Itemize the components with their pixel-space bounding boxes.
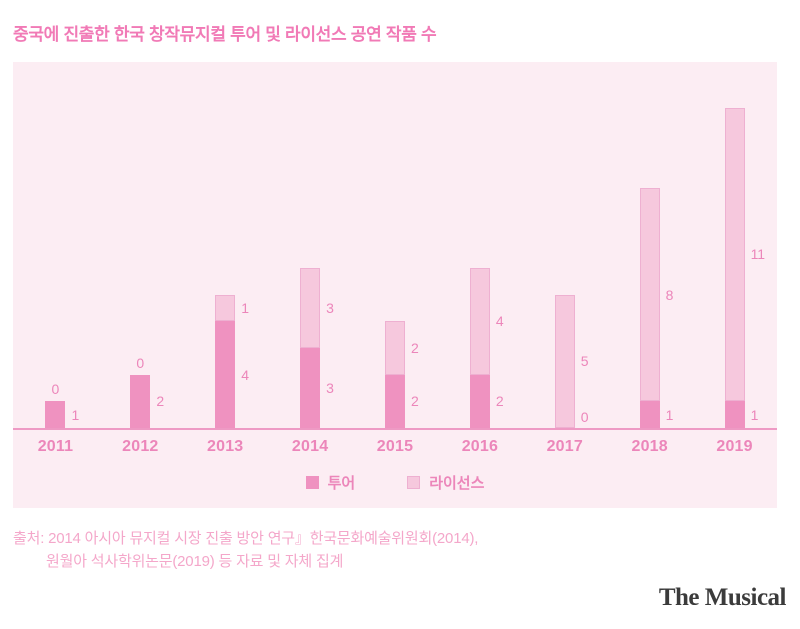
legend-label-tour: 투어 xyxy=(327,475,356,492)
source-note: 출처: 2014 아시아 뮤지컬 시장 진출 방안 연구』한국문화예술위원회(2… xyxy=(13,527,478,573)
bar-group-2019: 1 11 xyxy=(692,62,777,428)
year-label-2019: 2019 xyxy=(716,438,753,455)
tour-segment xyxy=(469,374,490,428)
year-label-2015: 2015 xyxy=(376,438,414,455)
legend-label-license: 라이선스 xyxy=(429,475,485,492)
legend-item-tour: 투어 xyxy=(305,472,356,493)
tour-value-label: 4 xyxy=(241,366,250,383)
tour-value-label: 0 xyxy=(580,409,589,425)
tour-swatch-icon xyxy=(305,476,319,489)
year-label-2012: 2012 xyxy=(122,438,159,455)
tour-segment xyxy=(300,347,321,428)
license-value-label: 8 xyxy=(665,286,674,303)
source-line-1: 출처: 2014 아시아 뮤지컬 시장 진출 방안 연구』한국문화예술위원회(2… xyxy=(13,530,479,547)
tour-segment xyxy=(724,401,745,428)
year-label-2016: 2016 xyxy=(461,438,499,455)
tour-value-label: 3 xyxy=(326,379,334,396)
plot-area: 1 0 2 0 4 1 3 3 2 2 2 4 0 5 1 8 1 11 xyxy=(13,62,777,428)
tour-segment xyxy=(45,401,66,428)
license-value-label: 5 xyxy=(580,353,589,370)
license-segment xyxy=(385,321,405,375)
license-value-label: 0 xyxy=(51,381,60,398)
license-value-label: 3 xyxy=(326,299,334,316)
year-label-2018: 2018 xyxy=(631,438,668,455)
source-line-2: 원월아 석사학위논문(2019) 등 자료 및 자체 집계 xyxy=(46,553,344,570)
tour-value-label: 2 xyxy=(495,393,504,410)
legend-item-license: 라이선스 xyxy=(407,472,484,493)
page-title: 중국에 진출한 한국 창작뮤지컬 투어 및 라이선스 공연 작품 수 xyxy=(13,25,437,44)
license-segment xyxy=(300,267,321,348)
chart-legend: 투어 라이선스 xyxy=(13,472,777,493)
license-segment xyxy=(215,294,236,322)
tour-segment xyxy=(385,374,405,428)
tour-value-label: 1 xyxy=(750,406,759,423)
x-axis-line xyxy=(13,428,777,430)
license-segment xyxy=(724,107,745,402)
tour-segment xyxy=(130,374,151,428)
tour-segment xyxy=(639,401,660,428)
license-value-label: 11 xyxy=(750,246,766,263)
chart-panel: 1 0 2 0 4 1 3 3 2 2 2 4 0 5 1 8 1 11 2011 2012 2013 2014 2015… xyxy=(13,62,777,508)
year-label-2011: 2011 xyxy=(37,438,74,455)
license-value-label: 4 xyxy=(495,313,504,330)
tour-value-label: 2 xyxy=(156,393,165,410)
tour-segment xyxy=(215,321,236,428)
license-segment xyxy=(639,187,660,402)
tour-value-label: 2 xyxy=(411,393,419,410)
the-musical-logo: The Musical xyxy=(658,584,787,611)
tour-value-label: 1 xyxy=(665,406,674,423)
license-value-label: 2 xyxy=(411,339,419,356)
x-axis-labels: 2011 2012 2013 2014 2015 2016 2017 2018 2019 xyxy=(13,430,777,456)
year-label-2017: 2017 xyxy=(546,438,583,455)
tour-value-label: 1 xyxy=(71,406,80,423)
year-label-2014: 2014 xyxy=(291,438,329,455)
license-swatch-icon xyxy=(407,476,421,489)
year-label-2013: 2013 xyxy=(207,438,244,455)
license-segment xyxy=(554,294,575,428)
license-value-label: 1 xyxy=(241,299,250,316)
license-segment xyxy=(469,267,490,375)
license-value-label: 0 xyxy=(136,354,145,371)
